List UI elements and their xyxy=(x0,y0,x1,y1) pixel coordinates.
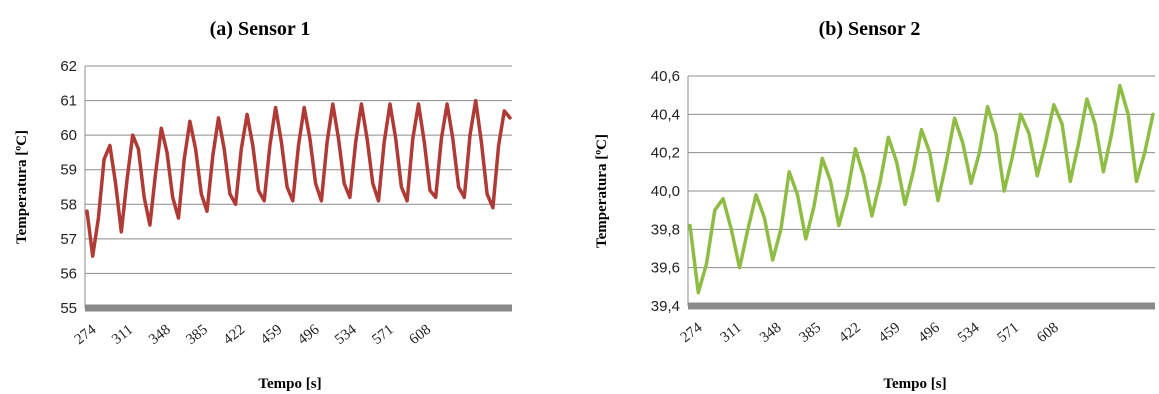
x-tick-label: 385 xyxy=(183,322,211,348)
y-tick-label: 39,4 xyxy=(651,298,680,315)
chart-panel-sensor-2: (b) Sensor 2 39,4 39,6 39,8 40,0 40,2 40,4 40,… xyxy=(580,0,1159,394)
y-axis-title: Temperatura [ºC] xyxy=(594,134,610,248)
x-tick-label: 496 xyxy=(915,319,943,346)
x-tick-label: 311 xyxy=(718,320,745,346)
y-tick-label: 62 xyxy=(60,58,77,75)
chart-panel-sensor-1: (a) Sensor 1 55 56 57 58 59 60 61 62 274 311 348 38… xyxy=(0,0,520,394)
x-tick-label: 608 xyxy=(1034,320,1062,346)
y-tick-label: 55 xyxy=(60,300,77,317)
x-axis-title: Tempo [s] xyxy=(258,376,321,392)
y-tick-label: 56 xyxy=(60,265,77,282)
x-tick-label: 422 xyxy=(221,322,249,348)
x-tick-label: 348 xyxy=(757,320,785,346)
temperature-series-line xyxy=(688,83,1155,295)
x-tick-label: 422 xyxy=(836,320,864,346)
y-tick-label: 40,6 xyxy=(651,68,680,85)
line-chart-sensor-1: 55 56 57 58 59 60 61 62 274 311 348 385 422 459 496 534… xyxy=(14,58,512,392)
x-tick-label: 348 xyxy=(146,322,174,348)
y-tick-label: 60 xyxy=(60,127,77,144)
y-tick-label: 58 xyxy=(60,196,77,213)
y-axis-title: Temperatura [ºC] xyxy=(14,130,30,244)
x-tick-label: 385 xyxy=(797,320,825,346)
x-tick-label: 534 xyxy=(332,321,360,348)
line-chart-sensor-2: 39,4 39,6 39,8 40,0 40,2 40,4 40,6 274 311 348 385… xyxy=(594,68,1155,392)
y-tick-label: 61 xyxy=(60,93,77,110)
x-tick-label: 459 xyxy=(876,320,904,346)
y-tick-label: 39,8 xyxy=(651,221,680,238)
x-tick-label: 571 xyxy=(369,322,397,348)
y-tick-label: 57 xyxy=(60,231,77,248)
y-tick-label: 40,2 xyxy=(651,145,680,162)
y-tick-label: 40,0 xyxy=(651,183,680,200)
x-tick-label: 459 xyxy=(258,322,286,348)
x-tick-label: 311 xyxy=(109,322,136,348)
x-axis-title: Tempo [s] xyxy=(883,376,946,392)
y-tick-label: 39,6 xyxy=(651,260,680,277)
y-tick-label: 40,4 xyxy=(651,106,680,123)
x-tick-label: 608 xyxy=(407,322,435,348)
x-tick-label: 571 xyxy=(995,320,1023,346)
x-tick-label: 534 xyxy=(955,319,983,346)
x-tick-label: 496 xyxy=(295,321,323,348)
chart-title: (a) Sensor 1 xyxy=(209,18,311,40)
y-tick-label: 59 xyxy=(60,162,77,179)
x-tick-label: 274 xyxy=(678,319,706,346)
temperature-series-line xyxy=(85,98,512,258)
x-tick-label: 274 xyxy=(72,321,100,348)
chart-title: (b) Sensor 2 xyxy=(818,18,921,40)
